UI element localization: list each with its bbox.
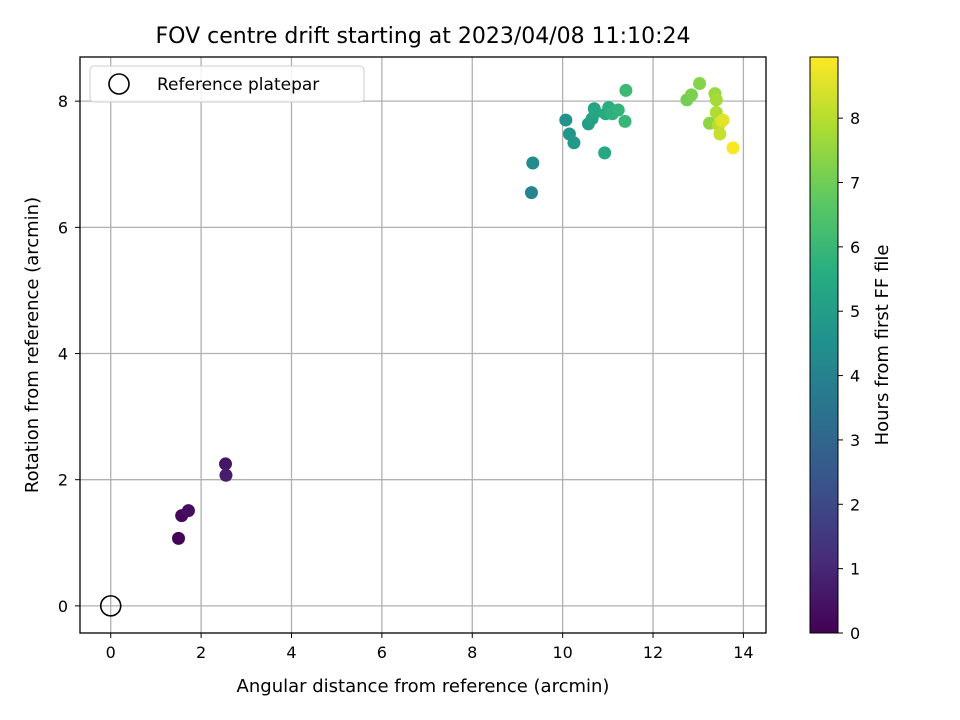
grid xyxy=(80,57,766,633)
data-point xyxy=(524,186,538,200)
reference-point xyxy=(99,595,122,617)
y-tick-label: 0 xyxy=(58,597,68,616)
data-point xyxy=(726,141,740,155)
legend-box xyxy=(89,65,365,103)
x-tick-label: 2 xyxy=(196,643,206,662)
colorbar-label: Hours from first FF file xyxy=(872,245,893,446)
colorbar-tick-label: 1 xyxy=(850,560,860,579)
y-axis-label: Rotation from reference (arcmin) xyxy=(22,197,43,493)
x-tick-label: 8 xyxy=(467,643,477,662)
data-point xyxy=(588,106,602,120)
colorbar-tick-label: 2 xyxy=(850,495,860,514)
data-point xyxy=(526,156,540,170)
colorbar-tick-label: 5 xyxy=(850,302,860,321)
colorbar-tick-label: 7 xyxy=(850,173,860,192)
x-tick-label: 4 xyxy=(286,643,296,662)
colorbar-gradient xyxy=(809,56,839,634)
legend: Reference platepar xyxy=(89,65,365,103)
y-axis: 0 2 4 6 8 xyxy=(58,92,80,616)
colorbar-tick-label: 6 xyxy=(850,238,860,257)
data-point xyxy=(713,127,727,141)
data-point xyxy=(619,83,633,97)
data-point xyxy=(559,113,573,127)
colorbar-tick-label: 4 xyxy=(850,367,860,386)
data-point xyxy=(709,93,723,107)
data-point xyxy=(219,457,233,471)
y-tick-label: 2 xyxy=(58,471,68,490)
colorbar-tick-label: 0 xyxy=(850,624,860,643)
data-point xyxy=(716,113,730,127)
x-tick-label: 0 xyxy=(106,643,116,662)
x-axis: 0 2 4 6 8 10 12 14 xyxy=(106,633,754,662)
data-point xyxy=(598,146,612,160)
x-tick-label: 12 xyxy=(643,643,663,662)
plot-frame xyxy=(79,56,767,634)
data-point xyxy=(181,504,195,518)
legend-marker xyxy=(108,73,130,95)
data-point xyxy=(684,88,698,102)
chart-title: FOV centre drift starting at 2023/04/08 … xyxy=(156,24,691,49)
y-tick-label: 4 xyxy=(58,345,68,364)
data-point xyxy=(567,136,581,150)
y-tick-label: 8 xyxy=(58,92,68,111)
x-tick-label: 10 xyxy=(552,643,572,662)
colorbar: 0 1 2 3 4 5 6 7 8 Hours from first FF file xyxy=(809,56,893,643)
data-point xyxy=(219,468,233,482)
x-tick-label: 6 xyxy=(377,643,387,662)
data-point xyxy=(172,531,186,545)
data-point xyxy=(693,76,707,90)
colorbar-tick-label: 8 xyxy=(850,109,860,128)
data-point xyxy=(611,103,625,117)
y-tick-label: 6 xyxy=(58,218,68,237)
x-tick-label: 14 xyxy=(733,643,753,662)
colorbar-tick-label: 3 xyxy=(850,431,860,450)
legend-label: Reference platepar xyxy=(157,75,319,95)
data-points xyxy=(99,76,740,617)
data-point xyxy=(618,114,632,128)
colorbar-ticks: 0 1 2 3 4 5 6 7 8 xyxy=(838,109,860,643)
x-axis-label: Angular distance from reference (arcmin) xyxy=(237,676,610,697)
